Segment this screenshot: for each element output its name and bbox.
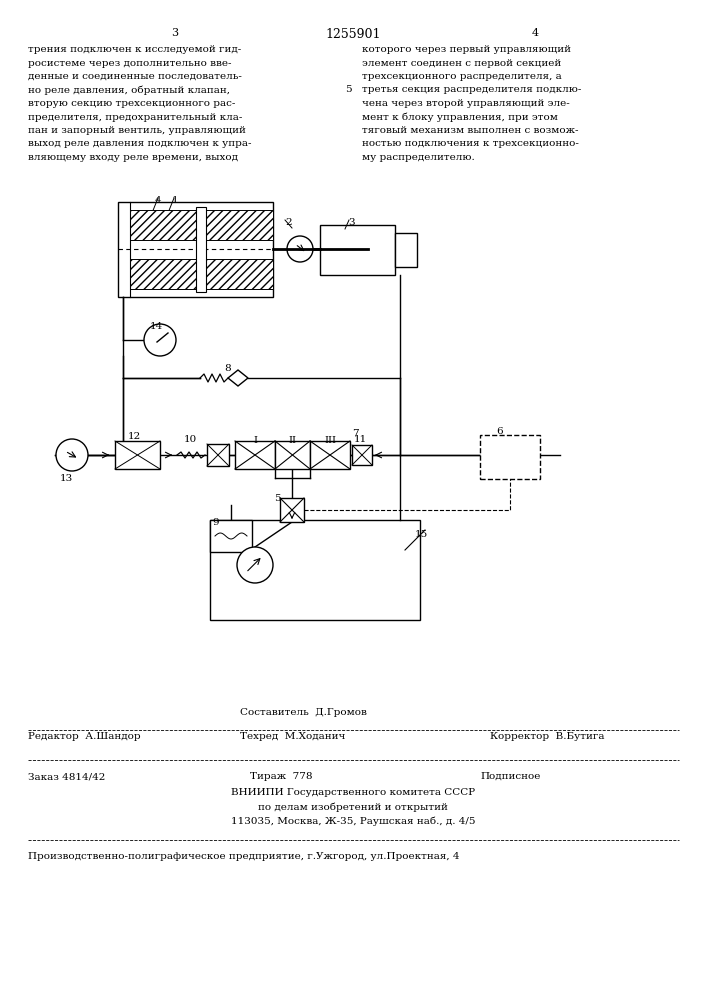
Text: трехсекционного распределителя, а: трехсекционного распределителя, а: [362, 72, 562, 81]
Text: I: I: [253, 436, 257, 445]
Bar: [210, 520, 252, 552]
Text: денные и соединенные последователь-: денные и соединенные последователь-: [28, 72, 242, 81]
Text: му распределителю.: му распределителю.: [362, 153, 474, 162]
Text: 6: 6: [497, 427, 503, 436]
Bar: [275, 441, 310, 469]
Bar: [115, 441, 160, 469]
Text: 4: 4: [155, 196, 162, 205]
Text: но реле давления, обратный клапан,: но реле давления, обратный клапан,: [28, 86, 230, 95]
Bar: [130, 210, 273, 240]
Text: пан и запорный вентиль, управляющий: пан и запорный вентиль, управляющий: [28, 126, 246, 135]
Text: 4: 4: [532, 28, 539, 38]
Bar: [280, 498, 304, 522]
Text: элемент соединен с первой секцией: элемент соединен с первой секцией: [362, 58, 561, 68]
Text: 7: 7: [352, 429, 358, 438]
Text: 1255901: 1255901: [325, 28, 381, 41]
Bar: [130, 259, 273, 289]
Text: 14: 14: [150, 322, 163, 331]
Circle shape: [287, 236, 313, 262]
Text: трения подключен к исследуемой гид-: трения подключен к исследуемой гид-: [28, 45, 241, 54]
Text: 13: 13: [60, 474, 74, 483]
Polygon shape: [228, 370, 248, 386]
Circle shape: [144, 324, 176, 356]
Text: Составитель  Д.Громов: Составитель Д.Громов: [240, 708, 367, 717]
Text: 9: 9: [212, 518, 218, 527]
Text: 3: 3: [348, 218, 355, 227]
Bar: [352, 445, 372, 465]
Text: 8: 8: [224, 364, 230, 373]
Text: 5: 5: [345, 86, 351, 95]
Bar: [118, 202, 273, 297]
Text: выход реле давления подключен к упра-: выход реле давления подключен к упра-: [28, 139, 252, 148]
Text: 12: 12: [128, 432, 141, 441]
Text: 5: 5: [274, 494, 281, 503]
Text: 10: 10: [184, 435, 197, 444]
Bar: [320, 225, 395, 275]
Text: 1: 1: [172, 196, 179, 205]
Text: Производственно-полиграфическое предприятие, г.Ужгород, ул.Проектная, 4: Производственно-полиграфическое предприя…: [28, 852, 460, 861]
Text: II: II: [288, 436, 296, 445]
Text: ностью подключения к трехсекционно-: ностью подключения к трехсекционно-: [362, 139, 579, 148]
Text: 2: 2: [285, 218, 291, 227]
Circle shape: [237, 547, 273, 583]
Bar: [480, 435, 540, 479]
Circle shape: [56, 439, 88, 471]
Bar: [235, 441, 275, 469]
Text: вляющему входу реле времени, выход: вляющему входу реле времени, выход: [28, 153, 238, 162]
Text: вторую секцию трехсекционного рас-: вторую секцию трехсекционного рас-: [28, 99, 235, 108]
Text: Редактор  А.Шандор: Редактор А.Шандор: [28, 732, 141, 741]
Text: которого через первый управляющий: которого через первый управляющий: [362, 45, 571, 54]
Text: по делам изобретений и открытий: по делам изобретений и открытий: [258, 802, 448, 812]
Text: 11: 11: [354, 435, 367, 444]
Bar: [196, 207, 206, 292]
Text: 3: 3: [171, 28, 179, 38]
Bar: [207, 444, 229, 466]
Text: третья секция распределителя подклю-: третья секция распределителя подклю-: [362, 86, 581, 95]
Text: Техред  М.Ходанич: Техред М.Ходанич: [240, 732, 346, 741]
Text: Заказ 4814/42: Заказ 4814/42: [28, 772, 105, 781]
Text: Тираж  778: Тираж 778: [250, 772, 312, 781]
Text: III: III: [324, 436, 336, 445]
Text: 15: 15: [415, 530, 428, 539]
Text: тяговый механизм выполнен с возмож-: тяговый механизм выполнен с возмож-: [362, 126, 578, 135]
Text: росистеме через дополнительно вве-: росистеме через дополнительно вве-: [28, 58, 231, 68]
Text: ВНИИПИ Государственного комитета СССР: ВНИИПИ Государственного комитета СССР: [231, 788, 475, 797]
Text: Подписное: Подписное: [480, 772, 540, 781]
Text: мент к блоку управления, при этом: мент к блоку управления, при этом: [362, 112, 558, 122]
Bar: [395, 233, 417, 267]
Bar: [210, 520, 420, 620]
Text: пределителя, предохранительный кла-: пределителя, предохранительный кла-: [28, 112, 243, 121]
Text: чена через второй управляющий эле-: чена через второй управляющий эле-: [362, 99, 570, 108]
Bar: [310, 441, 350, 469]
Text: 113035, Москва, Ж-35, Раушская наб., д. 4/5: 113035, Москва, Ж-35, Раушская наб., д. …: [230, 816, 475, 826]
Text: Корректор  В.Бутига: Корректор В.Бутига: [490, 732, 604, 741]
